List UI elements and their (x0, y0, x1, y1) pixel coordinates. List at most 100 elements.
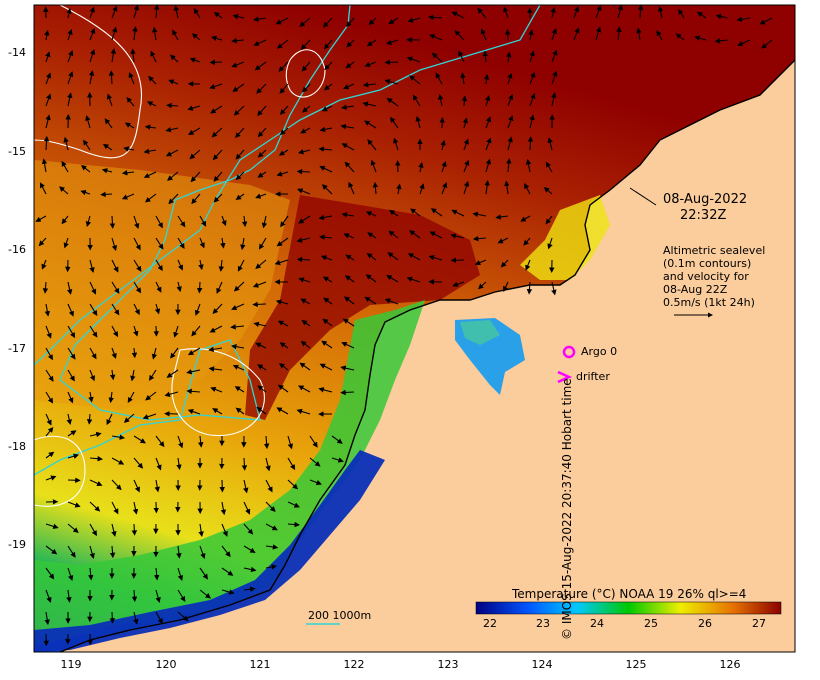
velocity-arrow (111, 281, 120, 294)
altimetry-note-line: (0.1m contours) (663, 257, 752, 270)
y-tick: -19 (8, 538, 26, 551)
velocity-arrow (255, 342, 267, 349)
velocity-arrow (232, 13, 245, 20)
velocity-arrow (547, 237, 553, 250)
velocity-arrow (111, 325, 119, 338)
credit-text: © IMOS 15-Aug-2022 20:37:40 Hobart time (560, 378, 575, 640)
coastline (59, 59, 796, 653)
velocity-arrow (298, 385, 311, 393)
velocity-arrow (111, 501, 119, 515)
velocity-arrow (131, 523, 138, 536)
velocity-arrow (343, 233, 355, 239)
velocity-arrow (309, 457, 321, 467)
velocity-arrow (88, 391, 94, 403)
velocity-arrow (151, 347, 158, 360)
velocity-arrow (253, 39, 267, 46)
velocity-arrow (429, 231, 443, 239)
velocity-arrow (67, 369, 75, 382)
velocity-arrow (550, 6, 556, 19)
velocity-arrow (484, 95, 491, 107)
velocity-arrow (696, 11, 707, 19)
velocity-arrow (66, 7, 72, 19)
velocity-arrow (45, 523, 59, 529)
velocity-arrow (506, 158, 512, 173)
velocity-arrow (507, 136, 513, 151)
velocity-arrow (472, 211, 487, 218)
velocity-arrow (386, 274, 399, 283)
velocity-arrow (235, 171, 245, 181)
velocity-arrow (170, 347, 179, 359)
velocity-arrow (67, 71, 74, 85)
velocity-arrow (155, 435, 165, 448)
velocity-arrow (67, 391, 74, 404)
velocity-arrow (301, 61, 311, 72)
velocity-arrow (111, 347, 117, 359)
x-tick: 123 (437, 658, 459, 671)
velocity-arrow (714, 38, 729, 44)
velocity-arrow (155, 237, 164, 250)
velocity-arrow (45, 451, 55, 459)
velocity-arrow (461, 95, 468, 107)
velocity-arrow (346, 17, 355, 28)
velocity-arrow (300, 127, 311, 134)
velocity-arrow (241, 457, 248, 471)
velocity-arrow (480, 28, 487, 41)
velocity-arrows (35, 4, 773, 647)
velocity-arrow (40, 182, 47, 195)
velocity-arrow (101, 168, 113, 174)
velocity-arrow (341, 143, 355, 151)
velocity-arrow (89, 479, 103, 486)
velocity-arrow (551, 49, 558, 63)
velocity-arrow (231, 61, 245, 68)
velocity-arrow (45, 369, 54, 382)
velocity-arrow (372, 181, 379, 195)
velocity-arrow (298, 277, 311, 283)
velocity-arrow (177, 435, 184, 449)
velocity-arrow (255, 259, 267, 270)
velocity-arrow (431, 52, 443, 63)
velocity-arrow (407, 17, 421, 23)
velocity-arrow (89, 523, 97, 537)
velocity-arrow (221, 215, 227, 227)
velocity-arrow (221, 545, 231, 558)
velocity-arrow (67, 523, 79, 534)
velocity-arrow (218, 259, 225, 272)
velocity-arrow (346, 39, 355, 48)
velocity-arrow (190, 171, 201, 183)
velocity-arrow (176, 281, 182, 293)
velocity-arrow (45, 391, 54, 404)
velocity-arrow (216, 281, 223, 294)
velocity-arrow (529, 50, 535, 63)
velocity-arrow (45, 347, 53, 361)
velocity-arrow (243, 586, 256, 592)
velocity-arrow (130, 48, 136, 63)
velocity-arrow (257, 385, 267, 393)
altimetry-note-line: 0.5m/s (1kt 24h) (663, 296, 755, 309)
velocity-arrow (265, 479, 273, 493)
velocity-arrow (191, 325, 201, 337)
velocity-arrow (321, 184, 333, 195)
velocity-arrow (89, 369, 96, 382)
velocity-arrow (507, 115, 514, 129)
velocity-arrow (131, 347, 138, 359)
velocity-arrow (523, 237, 531, 246)
x-tick: 119 (60, 658, 82, 671)
velocity-arrow (177, 567, 184, 581)
velocity-arrow (497, 237, 509, 244)
velocity-arrow (474, 259, 487, 266)
velocity-arrow (45, 51, 51, 63)
velocity-arrow (212, 408, 223, 415)
velocity-arrow (344, 296, 355, 305)
velocity-arrow (366, 39, 377, 47)
velocity-arrow (298, 149, 311, 155)
velocity-arrow (331, 457, 344, 463)
velocity-arrow (390, 116, 399, 129)
velocity-arrow (35, 215, 47, 222)
velocity-arrow (108, 391, 114, 404)
velocity-arrow (440, 139, 446, 151)
velocity-arrow (199, 545, 206, 560)
velocity-arrow (234, 386, 245, 393)
velocity-arrow (127, 391, 135, 404)
colorbar-tick: 25 (644, 617, 658, 630)
velocity-arrow (573, 27, 580, 41)
